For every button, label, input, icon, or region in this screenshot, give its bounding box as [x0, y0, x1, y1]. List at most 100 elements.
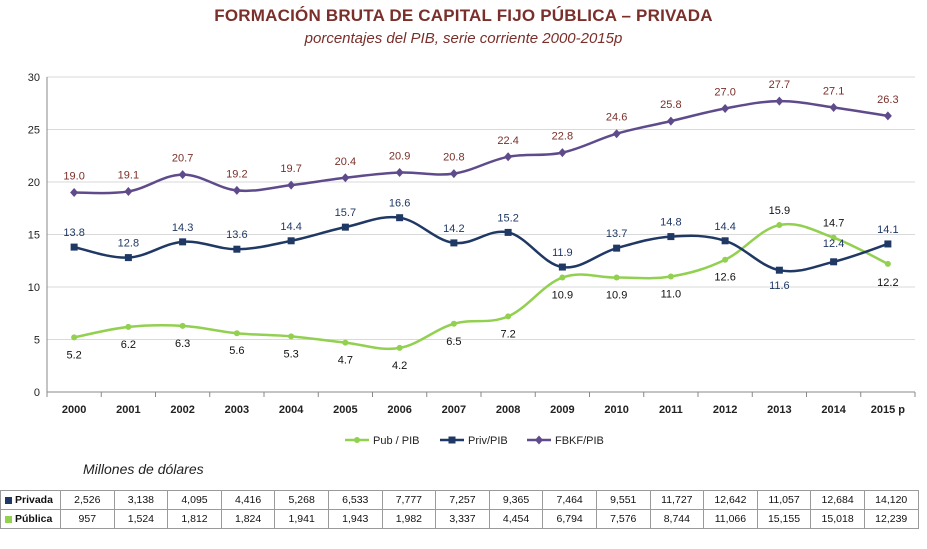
- data-point: [233, 245, 241, 253]
- chart-subtitle: porcentajes del PIB, serie corriente 200…: [304, 30, 623, 47]
- data-point: [667, 233, 675, 241]
- data-point: [70, 188, 79, 197]
- data-point: [505, 313, 512, 320]
- data-label: 12.8: [118, 238, 139, 250]
- data-point: [884, 260, 891, 267]
- table-cell: 3,337: [435, 509, 490, 529]
- data-label: 11.9: [552, 247, 573, 259]
- x-tick-label: 2003: [225, 404, 249, 416]
- data-label: 6.2: [121, 339, 136, 351]
- data-label: 5.3: [283, 348, 298, 360]
- row-color-swatch: [5, 515, 12, 523]
- x-tick-label: 2001: [116, 404, 140, 416]
- x-tick-label: 2005: [333, 404, 357, 416]
- data-point: [829, 102, 838, 112]
- table-cell: 11,057: [756, 490, 812, 510]
- table-cell: 15,018: [810, 509, 865, 529]
- table-cell: 1,824: [220, 509, 276, 529]
- table-cell: 1,943: [327, 509, 383, 529]
- data-point: [449, 169, 458, 179]
- data-point: [396, 344, 403, 351]
- y-tick-label: 20: [28, 177, 40, 189]
- x-tick-label: 2014: [821, 404, 846, 416]
- table-cell: 14,120: [863, 490, 919, 510]
- data-point: [558, 148, 567, 158]
- data-label: 12.2: [877, 277, 898, 289]
- data-label: 10.9: [606, 290, 627, 302]
- series-line-privpib: [73, 215, 889, 273]
- data-label: 11.6: [769, 280, 790, 292]
- y-tick-label: 15: [28, 230, 40, 242]
- x-tick-label: 2009: [550, 404, 574, 416]
- data-point: [721, 104, 730, 113]
- data-point: [612, 129, 621, 139]
- data-label: 22.8: [552, 131, 573, 143]
- data-point: [504, 152, 513, 162]
- data-label: 27.7: [769, 79, 790, 91]
- data-point: [396, 214, 404, 222]
- data-label: 4.2: [392, 360, 407, 372]
- x-tick-label: 2013: [767, 404, 791, 416]
- data-point: [775, 266, 783, 274]
- table-cell: 1,982: [381, 509, 437, 529]
- legend-marker: [535, 435, 543, 445]
- data-point: [558, 263, 566, 271]
- table-row: Privada 2,526 3,138 4,095 4,416 5,268 6,533 7,7…: [0, 490, 919, 510]
- x-tick-label: 2007: [442, 404, 466, 416]
- data-label: 14.1: [877, 224, 898, 236]
- data-label: 14.2: [443, 223, 464, 235]
- table-cell: 2,526: [60, 490, 115, 510]
- row-color-swatch: [5, 496, 12, 504]
- legend-label: FBKF/PIB: [555, 435, 604, 447]
- table-cell: 12,642: [703, 490, 758, 510]
- table-cell: 6,794: [542, 509, 597, 529]
- data-label: 14.4: [714, 221, 735, 233]
- legend-marker: [448, 436, 456, 444]
- x-tick-label: 2011: [659, 404, 683, 416]
- table-cell: 9,551: [595, 490, 651, 510]
- y-tick-label: 10: [28, 282, 40, 294]
- y-tick-label: 0: [34, 387, 40, 399]
- data-label: 24.6: [606, 112, 627, 124]
- data-label: 5.6: [229, 345, 244, 357]
- legend-label: Pub / PIB: [373, 435, 419, 447]
- legend-label: Priv/PIB: [468, 435, 508, 447]
- table-cell: 1,941: [274, 509, 329, 529]
- table-cell: 1,812: [167, 509, 222, 529]
- series-line-fbkfpib: [74, 99, 889, 195]
- x-tick-label: 2004: [279, 404, 304, 416]
- data-point: [288, 333, 295, 340]
- table-cell: 9,365: [488, 490, 544, 510]
- y-tick-label: 30: [28, 72, 40, 84]
- data-label: 26.3: [877, 94, 898, 106]
- data-label: 15.2: [497, 212, 518, 224]
- x-tick-label: 2008: [496, 404, 520, 416]
- data-label: 19.0: [63, 171, 84, 183]
- data-point: [178, 170, 187, 180]
- data-point: [233, 330, 240, 337]
- data-point: [666, 116, 675, 126]
- data-label: 14.7: [823, 218, 844, 230]
- data-label: 14.4: [280, 221, 301, 233]
- data-point: [287, 237, 295, 245]
- data-label: 22.4: [497, 135, 518, 147]
- data-point: [179, 238, 187, 246]
- data-label: 6.3: [175, 338, 190, 350]
- data-label: 6.5: [446, 336, 461, 348]
- data-point: [830, 258, 838, 266]
- table-cell: 12,684: [810, 490, 865, 510]
- data-point: [613, 244, 621, 252]
- table-cell: 11,066: [703, 509, 758, 529]
- data-label: 20.8: [443, 152, 464, 164]
- data-label: 15.7: [335, 207, 356, 219]
- table-cell: 1,524: [113, 509, 169, 529]
- table-cell: 7,576: [595, 509, 651, 529]
- data-label: 13.7: [606, 228, 627, 240]
- table-row: Pública 957 1,524 1,812 1,824 1,941 1,943 1,982…: [0, 509, 919, 529]
- y-tick-label: 5: [34, 335, 40, 347]
- chart-title: FORMACIÓN BRUTA DE CAPITAL FIJO PÚBLICA …: [214, 6, 713, 25]
- data-label: 19.2: [226, 168, 247, 180]
- table-cell: 957: [60, 509, 115, 529]
- data-label: 12.4: [823, 238, 844, 250]
- data-label: 20.7: [172, 153, 193, 165]
